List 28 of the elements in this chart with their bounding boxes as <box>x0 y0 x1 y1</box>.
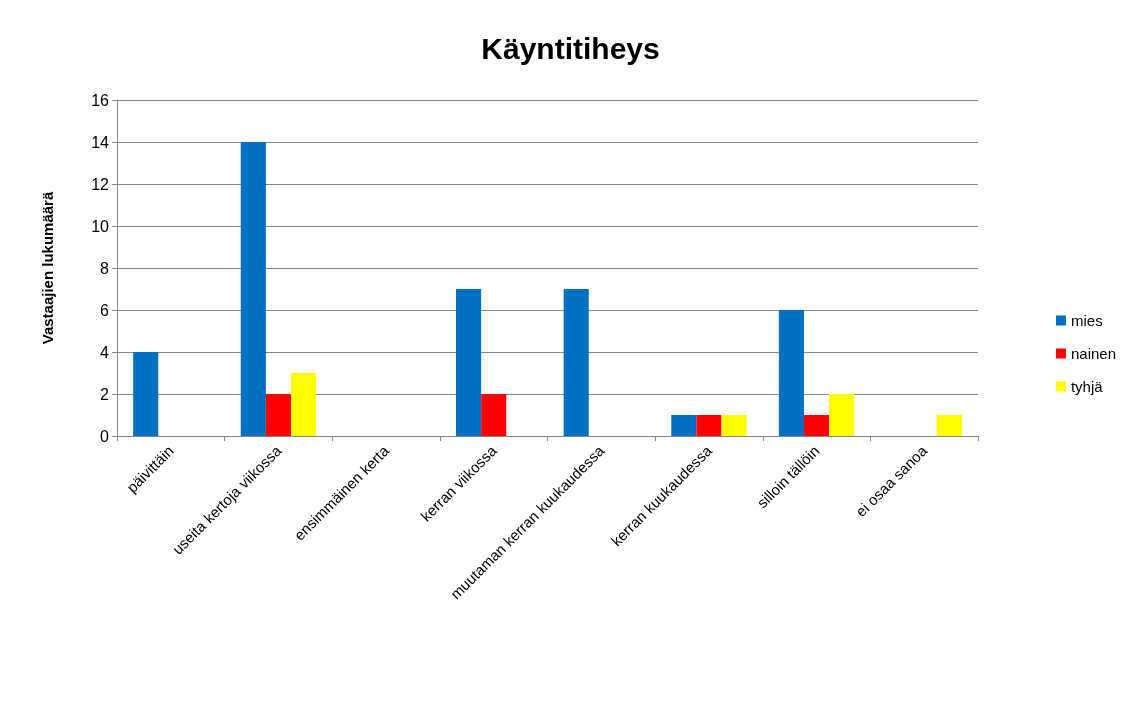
bar <box>481 394 507 436</box>
y-tick-label: 8 <box>100 259 110 277</box>
legend-label: tyhjä <box>1070 378 1104 395</box>
bar <box>936 415 962 436</box>
y-tick-label: 6 <box>100 301 110 319</box>
bar <box>778 310 805 436</box>
bar <box>290 373 317 436</box>
bar <box>696 415 722 436</box>
bar <box>456 289 482 436</box>
bar <box>240 142 266 436</box>
y-tick-label: 16 <box>91 91 110 109</box>
legend-label: mies <box>1070 312 1103 329</box>
bar <box>265 394 291 436</box>
bar <box>671 415 697 436</box>
y-tick-label: 0 <box>100 427 110 445</box>
chart-title: Käyntitiheys <box>481 31 660 65</box>
bar <box>829 394 855 436</box>
y-tick-label: 4 <box>100 343 110 361</box>
legend-label: nainen <box>1070 345 1116 362</box>
y-tick-label: 12 <box>91 175 110 193</box>
y-axis-title: Vastaajien lukumäärä <box>39 191 56 345</box>
bar <box>721 415 747 436</box>
y-tick-label: 14 <box>91 133 110 151</box>
bar <box>563 289 589 436</box>
y-tick-label: 2 <box>100 385 110 403</box>
bar <box>133 352 159 436</box>
bar <box>804 415 830 436</box>
y-tick-label: 10 <box>91 217 110 235</box>
